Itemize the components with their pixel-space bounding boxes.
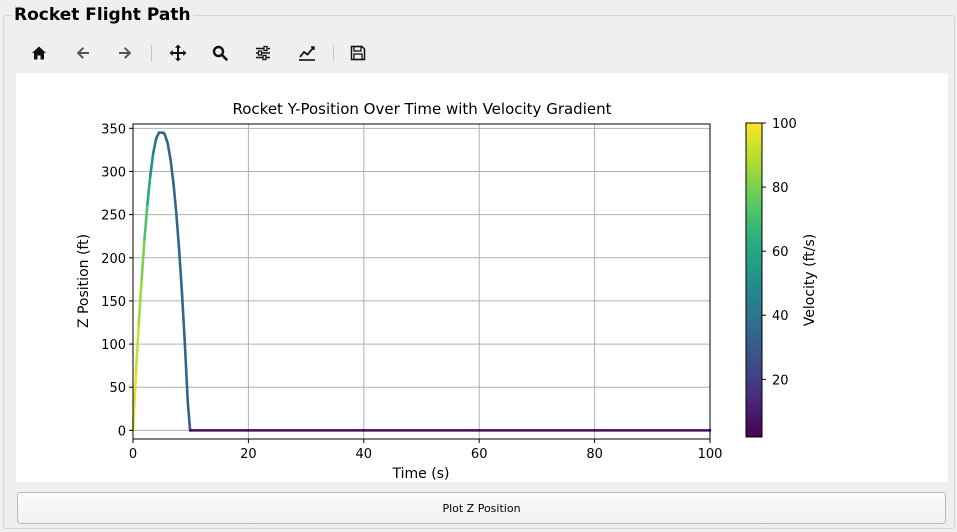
y-tick-label: 200 — [101, 252, 126, 267]
trajectory-segment — [134, 322, 141, 376]
y-axis-ticks: 0 50 100 150 200 250 300 350 — [101, 122, 133, 439]
zoom-button[interactable] — [205, 40, 235, 66]
plot-canvas[interactable]: Rocket Y-Position Over Time with Velocit… — [16, 73, 948, 482]
trajectory-segment — [137, 278, 143, 326]
x-axis-ticks: 0 20 40 60 80 100 — [129, 439, 723, 462]
colorbar-tick-label: 100 — [772, 117, 797, 132]
plot-z-position-button[interactable]: Plot Z Position — [17, 492, 946, 524]
navigation-toolbar — [24, 40, 384, 66]
y-tick-label: 350 — [101, 122, 126, 137]
trajectory-segment — [169, 158, 175, 184]
colorbar-label: Velocity (ft/s) — [802, 234, 818, 326]
home-icon — [32, 46, 46, 60]
colorbar-ticks: 20 40 60 80 100 — [762, 117, 797, 388]
y-tick-label: 300 — [101, 165, 126, 180]
customize-icon — [299, 46, 315, 61]
home-button[interactable] — [24, 40, 54, 66]
trajectory-segment — [183, 343, 190, 405]
colorbar — [745, 122, 763, 438]
x-tick-label: 40 — [356, 447, 373, 462]
colorbar-tick-label: 80 — [772, 181, 789, 196]
trajectory-segment — [186, 401, 192, 432]
series-line — [131, 131, 712, 432]
back-arrow-icon — [76, 47, 89, 59]
zoom-icon — [212, 45, 228, 61]
customize-button[interactable] — [292, 40, 322, 66]
x-tick-label: 20 — [240, 447, 257, 462]
save-button[interactable] — [343, 40, 373, 66]
y-axis-label: Z Position (ft) — [76, 234, 92, 328]
y-tick-label: 150 — [101, 295, 126, 310]
trajectory-segment — [140, 237, 146, 281]
x-axis-label: Time (s) — [392, 466, 450, 482]
x-tick-label: 80 — [586, 447, 603, 462]
colorbar-tick-label: 20 — [772, 373, 789, 388]
x-tick-label: 0 — [129, 447, 137, 462]
trajectory-segment — [143, 202, 149, 241]
toolbar-separator — [151, 45, 152, 61]
trajectory-segment — [180, 292, 187, 347]
forward-button[interactable] — [110, 40, 140, 66]
chart-title: Rocket Y-Position Over Time with Velocit… — [233, 100, 612, 118]
pan-icon — [169, 44, 187, 62]
y-tick-label: 100 — [101, 338, 126, 353]
trajectory-segment — [149, 152, 155, 178]
trajectory-segment — [174, 211, 181, 252]
x-tick-label: 100 — [698, 447, 723, 462]
back-button[interactable] — [68, 40, 98, 66]
colorbar-tick-label: 60 — [772, 245, 789, 260]
x-tick-label: 60 — [471, 447, 488, 462]
toolbar-separator — [333, 45, 334, 61]
subplots-button[interactable] — [248, 40, 278, 66]
axes-frame — [132, 123, 711, 440]
y-tick-label: 50 — [109, 381, 126, 396]
colorbar-tick-label: 40 — [772, 309, 789, 324]
y-tick-label: 0 — [118, 424, 126, 439]
grid-lines — [132, 124, 711, 439]
trajectory-segment — [163, 133, 169, 145]
trajectory-segment — [146, 174, 152, 206]
subplots-icon — [256, 45, 270, 61]
trajectory-segment — [177, 248, 184, 296]
save-icon — [350, 45, 366, 61]
y-tick-label: 250 — [101, 209, 126, 224]
group-title: Rocket Flight Path — [12, 4, 193, 26]
forward-arrow-icon — [119, 47, 132, 59]
trajectory-segment — [166, 141, 172, 161]
chart-svg: Rocket Y-Position Over Time with Velocit… — [76, 100, 818, 482]
trajectory-segment — [172, 181, 178, 215]
pan-button[interactable] — [163, 40, 193, 66]
trajectory-segment — [151, 137, 158, 155]
